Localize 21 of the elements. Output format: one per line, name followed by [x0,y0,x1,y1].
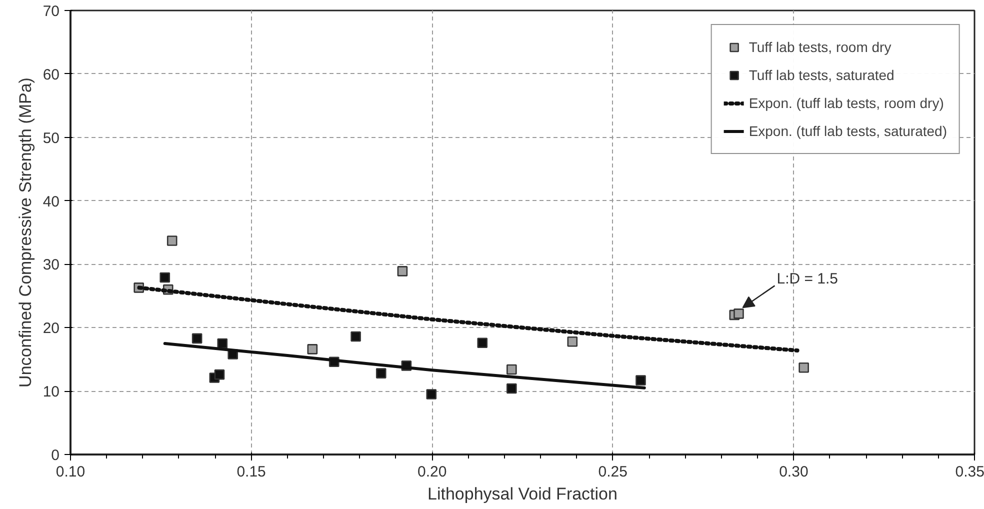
y-tick-label: 60 [42,66,60,84]
y-tick-label: 50 [42,130,60,147]
legend-label: Expon. (tuff lab tests, room dry) [748,95,944,111]
x-tick-label: 0.25 [598,464,628,480]
x-tick-label: 0.35 [955,464,984,480]
legend-label: Tuff lab tests, room dry [748,39,892,55]
legend-label: Expon. (tuff lab tests, saturated) [748,123,947,139]
x-axis-title: Lithophysal Void Fraction [428,484,618,504]
x-tick-label: 0.15 [236,464,266,480]
y-tick-label: 70 [42,3,60,20]
x-tick-label: 0.10 [56,464,86,480]
y-tick-label: 40 [42,193,60,210]
y-tick-label: 10 [42,384,60,401]
annotation: L:D = 1.5 [776,270,838,288]
y-tick-label: 20 [42,320,60,338]
y-axis-title: Unconfined Compressive Strength (MPa) [16,78,35,388]
legend-label: Tuff lab tests, saturated [748,67,894,83]
x-tick-label: 0.20 [418,464,447,480]
x-tick-label: 0.30 [779,464,808,480]
y-tick-label: 0 [51,447,60,464]
y-tick-label: 30 [42,256,60,274]
